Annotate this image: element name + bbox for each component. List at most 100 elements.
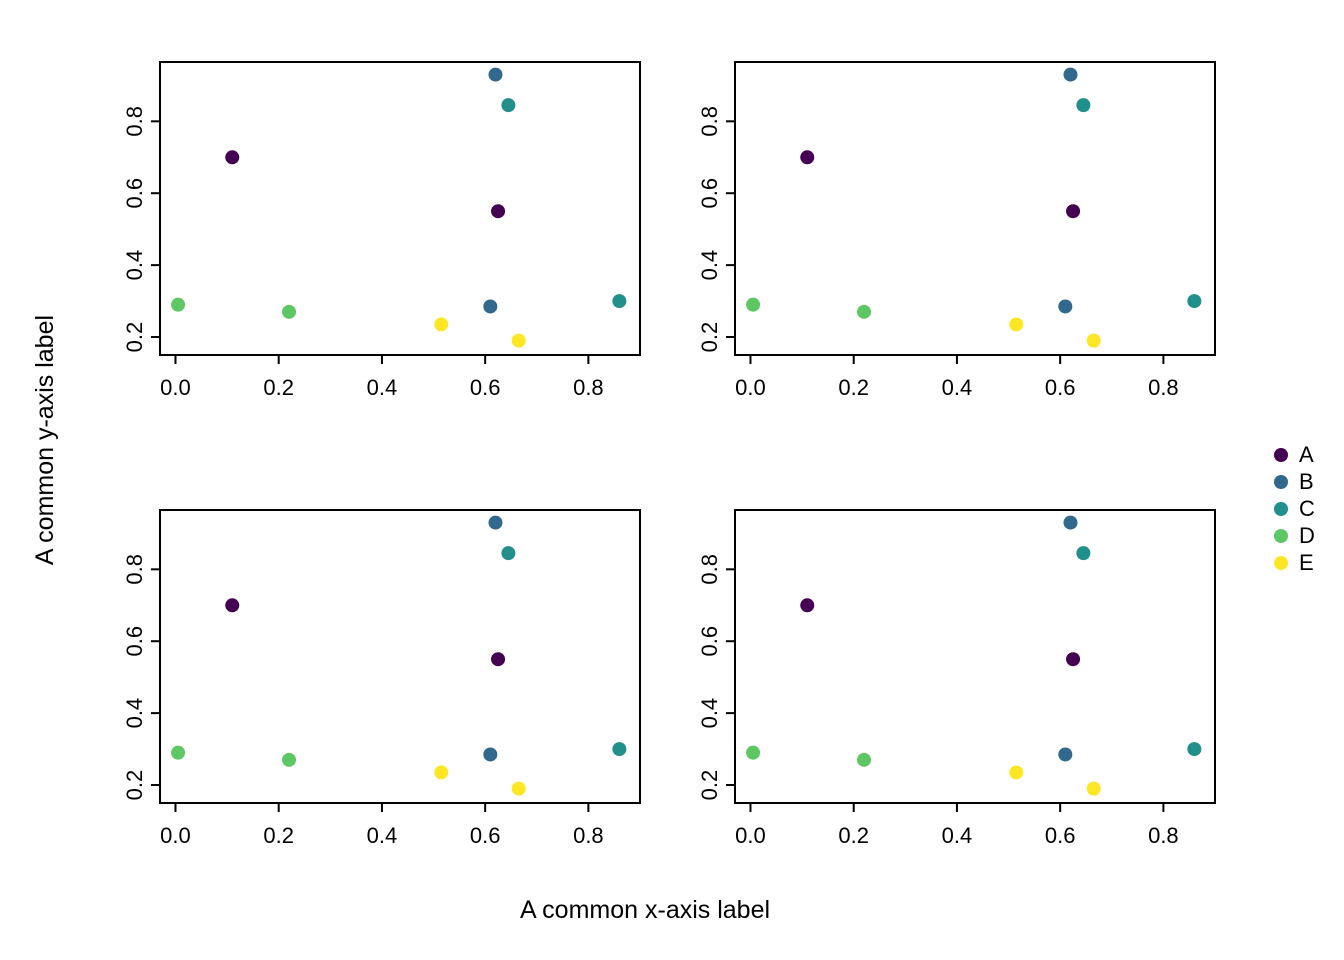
data-point-C <box>1187 294 1202 309</box>
data-point-E <box>511 781 526 796</box>
y-tick-label: 0.2 <box>697 770 722 801</box>
legend-label: C <box>1299 495 1315 521</box>
x-tick-label: 0.4 <box>942 823 973 848</box>
plot-box <box>159 509 641 804</box>
x-axis-label: A common x-axis label <box>519 896 771 924</box>
legend-dot <box>1274 474 1288 489</box>
data-point-B <box>483 747 498 762</box>
data-point-A <box>1066 204 1081 219</box>
data-point-D <box>857 752 872 767</box>
y-tick-label: 0.4 <box>697 250 722 281</box>
data-point-D <box>746 745 761 760</box>
x-tick-label: 0.8 <box>573 823 604 848</box>
x-tick-label: 0.0 <box>735 375 766 400</box>
data-point-E <box>434 317 449 332</box>
legend-item: D <box>1274 522 1315 549</box>
data-point-A <box>225 598 240 613</box>
data-point-C <box>501 98 516 113</box>
data-point-C <box>501 546 516 561</box>
data-point-D <box>282 304 297 319</box>
data-point-B <box>488 515 503 530</box>
x-tick-label: 0.8 <box>1148 375 1179 400</box>
scatter-panel-bottom-right: 0.0 0.2 0.4 0.6 0.8 0.2 0.4 0.6 0.8 <box>697 509 1216 848</box>
legend-item: A <box>1274 441 1315 468</box>
data-point-A <box>491 204 506 219</box>
y-tick-label: 0.2 <box>697 322 722 353</box>
scatter-panel-top-left: 0.0 0.2 0.4 0.6 0.8 0.2 0.4 0.6 0.8 <box>122 61 641 400</box>
x-tick-label: 0.2 <box>838 823 869 848</box>
legend-item: C <box>1274 495 1315 522</box>
data-point-C <box>1076 546 1091 561</box>
x-tick-label: 0.8 <box>1148 823 1179 848</box>
scatter-panel-top-right: 0.0 0.2 0.4 0.6 0.8 0.2 0.4 0.6 0.8 <box>697 61 1216 400</box>
data-point-B <box>1063 515 1078 530</box>
data-point-E <box>511 333 526 348</box>
legend-dot <box>1274 555 1288 570</box>
data-point-B <box>483 299 498 314</box>
data-point-B <box>488 67 503 82</box>
data-point-B <box>1058 747 1073 762</box>
y-tick-label: 0.6 <box>697 178 722 209</box>
y-tick-label: 0.2 <box>122 770 147 801</box>
x-tick-label: 0.0 <box>160 823 191 848</box>
y-axis-label: A common y-axis label <box>31 314 59 566</box>
x-tick-label: 0.0 <box>160 375 191 400</box>
data-point-D <box>746 297 761 312</box>
x-tick-label: 0.6 <box>1045 823 1076 848</box>
legend-dot <box>1274 501 1288 516</box>
data-point-A <box>800 150 815 165</box>
x-tick-label: 0.8 <box>573 375 604 400</box>
legend-label: D <box>1299 522 1315 548</box>
y-tick-label: 0.6 <box>122 178 147 209</box>
y-tick-label: 0.8 <box>122 106 147 137</box>
data-point-E <box>1009 765 1024 780</box>
y-tick-label: 0.4 <box>697 698 722 729</box>
data-point-E <box>1009 317 1024 332</box>
x-tick-label: 0.4 <box>367 375 398 400</box>
data-point-A <box>1066 652 1081 667</box>
x-tick-label: 0.2 <box>838 375 869 400</box>
y-tick-label: 0.8 <box>697 554 722 585</box>
data-point-B <box>1063 67 1078 82</box>
legend-label: E <box>1299 549 1314 575</box>
x-tick-label: 0.4 <box>942 375 973 400</box>
legend-dot <box>1274 528 1288 543</box>
plot-box <box>734 509 1216 804</box>
x-tick-label: 0.6 <box>470 375 501 400</box>
data-point-A <box>800 598 815 613</box>
y-tick-label: 0.6 <box>122 626 147 657</box>
x-tick-label: 0.2 <box>263 375 294 400</box>
data-point-D <box>171 297 186 312</box>
data-point-C <box>1076 98 1091 113</box>
scatter-panel-bottom-left: 0.0 0.2 0.4 0.6 0.8 0.2 0.4 0.6 0.8 <box>122 509 641 848</box>
data-point-A <box>225 150 240 165</box>
plot-box <box>734 61 1216 356</box>
x-tick-label: 0.4 <box>367 823 398 848</box>
data-point-C <box>612 742 627 757</box>
y-tick-label: 0.8 <box>122 554 147 585</box>
x-tick-label: 0.6 <box>1045 375 1076 400</box>
data-point-D <box>282 752 297 767</box>
legend-label: B <box>1299 468 1314 494</box>
data-point-A <box>491 652 506 667</box>
legend-dot <box>1274 447 1288 462</box>
x-tick-label: 0.2 <box>263 823 294 848</box>
y-tick-label: 0.4 <box>122 698 147 729</box>
data-point-E <box>1086 333 1101 348</box>
y-tick-label: 0.4 <box>122 250 147 281</box>
data-point-D <box>171 745 186 760</box>
data-point-B <box>1058 299 1073 314</box>
data-point-C <box>1187 742 1202 757</box>
y-tick-label: 0.6 <box>697 626 722 657</box>
data-point-C <box>612 294 627 309</box>
x-tick-label: 0.0 <box>735 823 766 848</box>
x-tick-label: 0.6 <box>470 823 501 848</box>
legend-item: E <box>1274 549 1315 576</box>
data-point-E <box>1086 781 1101 796</box>
plot-box <box>159 61 641 356</box>
y-tick-label: 0.8 <box>697 106 722 137</box>
legend-item: B <box>1274 468 1315 495</box>
legend-label: A <box>1299 441 1314 467</box>
